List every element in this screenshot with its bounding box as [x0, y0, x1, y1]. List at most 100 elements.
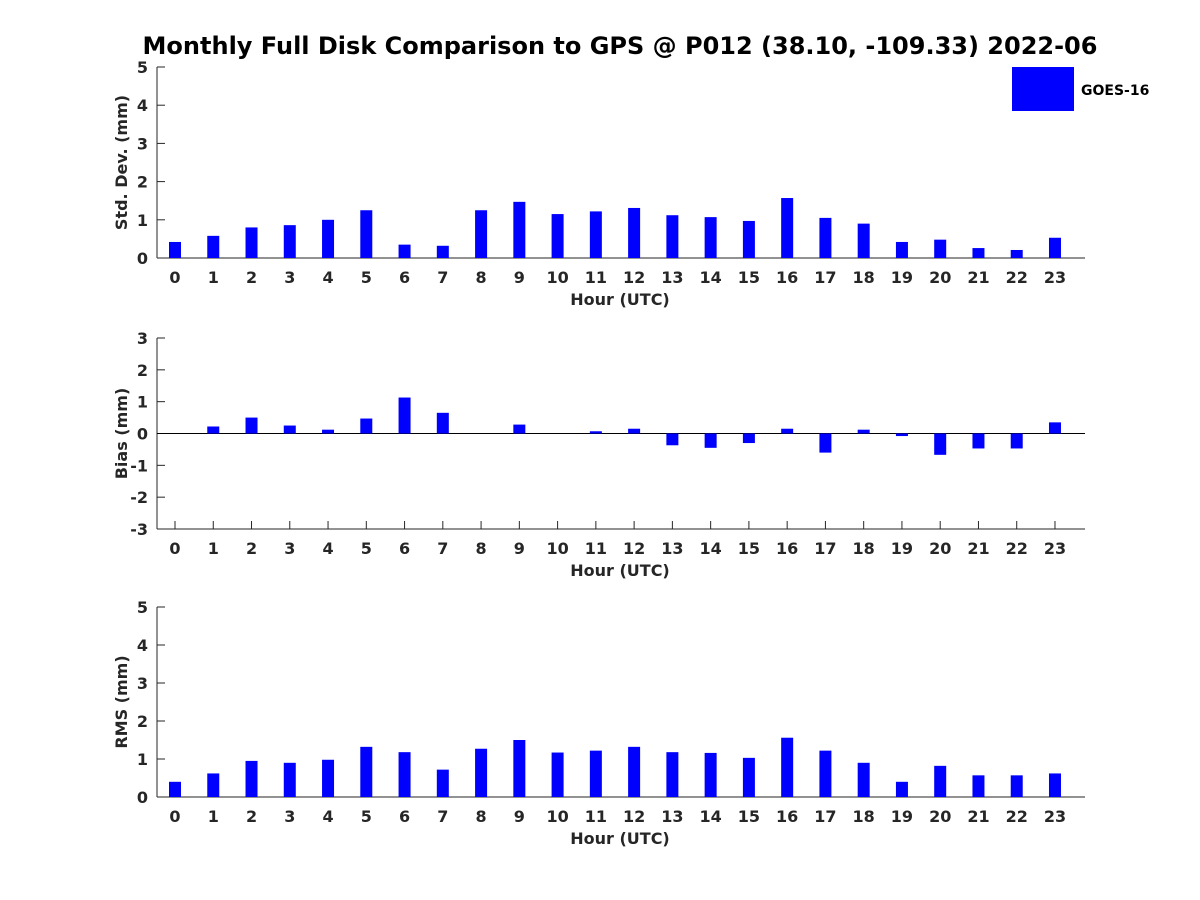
rms-y-tick-label: 5	[137, 598, 148, 617]
rms-bar-hour-3	[283, 762, 296, 797]
std-dev-x-tick-label: 6	[399, 268, 410, 287]
std-dev-x-tick-label: 18	[853, 268, 875, 287]
legend: GOES-16	[1012, 67, 1149, 111]
std-dev-x-tick-label: 9	[514, 268, 525, 287]
bias-bar-hour-1	[207, 426, 220, 434]
std-dev-bar-hour-3	[283, 225, 296, 258]
std-dev-x-tick-label: 17	[814, 268, 836, 287]
bias-bar-hour-14	[704, 433, 717, 448]
std-dev-y-tick-label: 4	[137, 96, 148, 115]
bias-x-tick-label: 21	[967, 539, 989, 558]
bias-x-tick-label: 17	[814, 539, 836, 558]
std-dev-bar-hour-9	[513, 201, 526, 258]
rms-bar-hour-0	[169, 781, 181, 797]
rms-bar-hour-14	[704, 752, 717, 797]
bias-bar-hour-22	[1010, 433, 1023, 449]
std-dev-bar-hour-20	[934, 239, 947, 258]
bias-bar-hour-4	[322, 429, 335, 434]
rms-bar-hour-17	[819, 750, 832, 797]
rms-bar-hour-23	[1048, 773, 1061, 797]
std-dev-x-tick-label: 4	[322, 268, 333, 287]
bias-x-tick-label: 0	[169, 539, 180, 558]
bias-x-tick-label: 1	[208, 539, 219, 558]
bias-x-tick-label: 5	[361, 539, 372, 558]
rms-bar-hour-20	[934, 765, 947, 797]
std-dev-x-tick-label: 22	[1006, 268, 1028, 287]
rms-x-tick-label: 9	[514, 807, 525, 826]
rms-x-tick-label: 5	[361, 807, 372, 826]
std-dev-x-tick-label: 0	[169, 268, 180, 287]
std-dev-bar-hour-22	[1010, 249, 1023, 258]
bias-bar-hour-13	[666, 433, 679, 446]
bias-x-axis-label: Hour (UTC)	[570, 561, 670, 580]
bias-bar-hour-23	[1048, 422, 1061, 434]
bias-bar-hour-7	[436, 412, 449, 434]
bias-bar-hour-6	[398, 397, 411, 434]
rms-bar-hour-22	[1010, 775, 1023, 797]
std-dev-bar-hour-15	[742, 220, 755, 258]
std-dev-bar-hour-23	[1048, 237, 1061, 258]
std-dev-bar-hour-11	[589, 211, 602, 258]
bias-x-tick-label: 8	[476, 539, 487, 558]
std-dev-bar-hour-7	[436, 245, 449, 258]
std-dev-bar-hour-2	[245, 227, 258, 258]
rms-x-tick-label: 3	[284, 807, 295, 826]
bias-y-tick-label: 3	[137, 329, 148, 348]
bias-x-tick-label: 12	[623, 539, 645, 558]
std-dev-x-tick-label: 1	[208, 268, 219, 287]
bias-x-tick-label: 2	[246, 539, 257, 558]
bias-x-tick-label: 23	[1044, 539, 1066, 558]
std-dev-y-tick-label: 2	[137, 173, 148, 192]
std-dev-x-tick-label: 12	[623, 268, 645, 287]
std-dev-bar-hour-10	[551, 214, 564, 258]
bias-bar-hour-11	[589, 431, 602, 434]
std-dev-bar-hour-4	[322, 219, 335, 258]
rms-x-tick-label: 20	[929, 807, 951, 826]
rms-y-axis-label: RMS (mm)	[112, 655, 131, 748]
rms-bar-hour-10	[551, 752, 564, 797]
bias-x-tick-label: 15	[738, 539, 760, 558]
std-dev-bar-hour-5	[360, 210, 373, 258]
rms-x-tick-label: 21	[967, 807, 989, 826]
bias-y-tick-label: -2	[130, 488, 148, 507]
bias-x-tick-label: 6	[399, 539, 410, 558]
std-dev-x-tick-label: 3	[284, 268, 295, 287]
rms-x-tick-label: 13	[661, 807, 683, 826]
std-dev-x-tick-label: 16	[776, 268, 798, 287]
legend-swatch-goes-16	[1012, 67, 1074, 111]
rms-bar-hour-18	[857, 762, 870, 797]
rms-y-tick-label: 1	[137, 750, 148, 769]
bias-x-tick-label: 22	[1006, 539, 1028, 558]
std-dev-y-tick-label: 5	[137, 58, 148, 77]
bias-x-tick-label: 16	[776, 539, 798, 558]
rms-x-tick-label: 6	[399, 807, 410, 826]
rms-bar-hour-15	[742, 757, 755, 797]
std-dev-y-axis-label: Std. Dev. (mm)	[112, 95, 131, 230]
std-dev-bar-hour-8	[475, 210, 488, 258]
legend-label-goes-16: GOES-16	[1081, 83, 1149, 99]
rms-x-tick-label: 16	[776, 807, 798, 826]
bias-x-tick-label: 19	[891, 539, 913, 558]
bias-y-tick-label: 1	[137, 393, 148, 412]
rms-y-tick-label: 3	[137, 674, 148, 693]
bias-x-tick-label: 7	[437, 539, 448, 558]
std-dev-bar-hour-18	[857, 223, 870, 258]
rms-bar-hour-5	[360, 746, 373, 797]
bias-bar-hour-21	[972, 433, 985, 449]
std-dev-bar-hour-14	[704, 217, 717, 258]
rms-x-axis-label: Hour (UTC)	[570, 829, 670, 848]
std-dev-bar-hour-19	[895, 241, 908, 258]
bias-x-tick-label: 4	[322, 539, 333, 558]
std-dev-x-tick-label: 8	[476, 268, 487, 287]
rms-x-tick-label: 11	[585, 807, 607, 826]
rms-x-tick-label: 1	[208, 807, 219, 826]
bias-bar-hour-12	[628, 428, 641, 434]
bias-y-tick-label: -1	[130, 456, 148, 475]
std-dev-bar-hour-13	[666, 215, 679, 258]
rms-bar-hour-2	[245, 760, 258, 797]
